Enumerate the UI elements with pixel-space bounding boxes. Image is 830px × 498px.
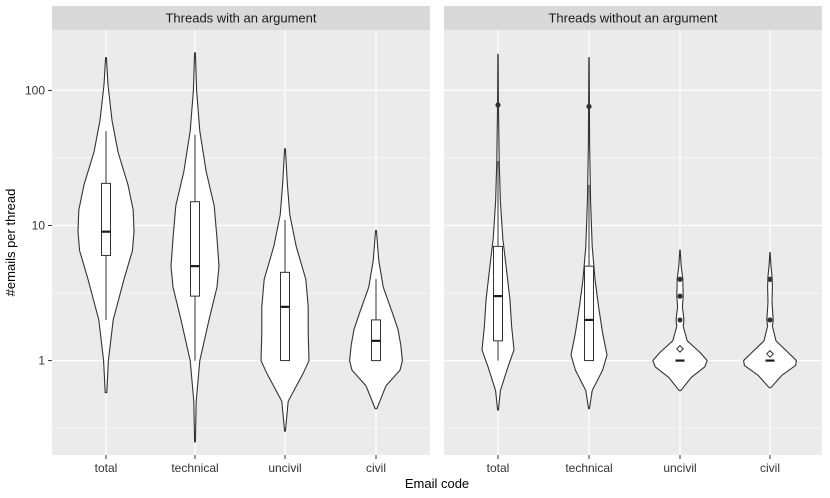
- y-tick-label: 10: [32, 218, 46, 232]
- x-tick-label: total: [95, 461, 118, 475]
- facet-panel-1: Threads with an argument total technical un…: [52, 6, 430, 475]
- violin-total: [77, 57, 135, 394]
- violin-technical: [570, 57, 608, 410]
- x-axis-title: Email code: [405, 476, 469, 491]
- facet-strip: [52, 6, 430, 30]
- box-iqr: [584, 265, 594, 362]
- facet-strip: [444, 6, 822, 30]
- outlier-point: [767, 276, 773, 282]
- x-tick-label: civil: [366, 461, 386, 475]
- outlier-point: [495, 102, 501, 108]
- violin-total: [481, 53, 515, 411]
- y-axis: 1 10 100: [25, 83, 52, 368]
- x-tick-label: technical: [565, 461, 612, 475]
- outlier-point: [767, 317, 773, 323]
- box-iqr: [493, 245, 503, 342]
- outlier-point: [586, 103, 592, 110]
- facet-panel-2: Threads without an argument total technica…: [444, 6, 822, 475]
- facet-strip-title: Threads with an argument: [165, 11, 316, 26]
- violin-civil: [743, 252, 797, 389]
- x-tick-label: technical: [171, 461, 218, 475]
- box-iqr: [280, 271, 290, 362]
- y-axis-title: #emails per thread: [3, 189, 18, 297]
- outlier-point: [677, 276, 683, 282]
- violin-technical: [170, 52, 220, 443]
- mean-marker: [765, 349, 775, 358]
- outlier-point: [677, 293, 683, 299]
- violin-uncivil: [652, 249, 708, 392]
- violin-civil: [349, 229, 403, 410]
- box-iqr: [190, 201, 200, 297]
- mean-marker: [675, 344, 685, 353]
- x-tick-label: civil: [760, 461, 780, 475]
- x-tick-label: total: [487, 461, 510, 475]
- y-tick-label: 1: [38, 354, 45, 368]
- box-iqr: [101, 182, 111, 256]
- panel-background: [444, 30, 822, 455]
- outlier-point: [677, 317, 683, 323]
- violin-uncivil: [260, 148, 310, 432]
- x-tick-label: uncivil: [663, 461, 696, 475]
- y-tick-label: 100: [25, 83, 45, 97]
- x-tick-label: uncivil: [268, 461, 301, 475]
- facet-strip-title: Threads without an argument: [548, 11, 717, 26]
